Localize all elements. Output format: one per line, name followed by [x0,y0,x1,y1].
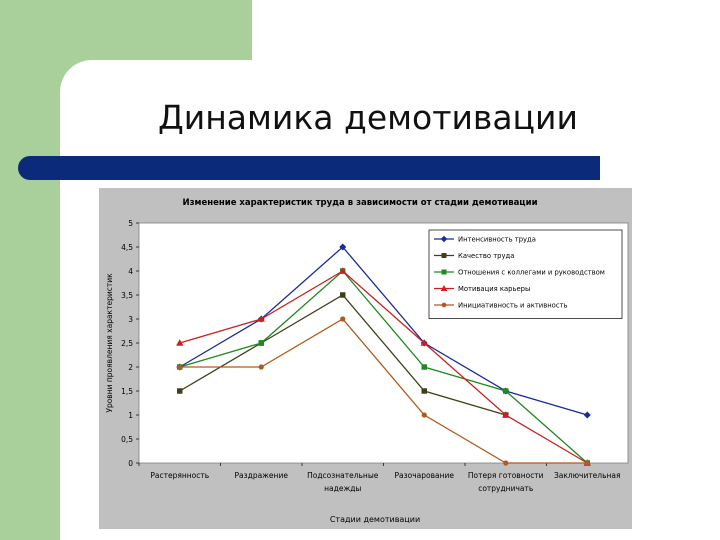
data-point-marker [177,364,183,370]
x-tick-label: Раздражение [235,471,289,480]
data-point-marker [177,388,183,394]
legend-label: Мотивация карьеры [458,285,530,293]
x-tick-label: Растерянность [150,471,209,480]
legend-box [428,229,623,319]
chart-container: Изменение характеристик труда в зависимо… [99,188,632,529]
y-tick-label: 5 [128,219,133,228]
x-tick-label: Заключительная [554,471,621,480]
data-point-marker [441,302,447,308]
data-point-marker [420,339,428,346]
y-tick-label: 2,5 [121,339,133,348]
data-point-marker [421,364,427,370]
data-point-marker [441,253,447,258]
data-point-marker [176,339,184,346]
series-4 [176,267,591,466]
y-tick-label: 1 [128,411,133,420]
data-point-marker [440,235,448,243]
x-tick-label: Разочарование [395,471,455,480]
legend-label: Инициативность и активность [458,302,568,310]
slide-title: Динамика демотивации [158,98,578,137]
data-point-marker [503,388,509,394]
series-line [179,270,588,464]
y-tick-label: 3,5 [121,291,133,300]
data-point-marker [503,460,509,466]
data-point-marker [440,284,448,291]
y-tick-label: 0,5 [121,435,133,444]
y-tick-label: 4 [128,267,133,276]
data-point-marker [339,243,347,251]
y-tick-label: 1,5 [121,387,133,396]
data-point-marker [340,316,346,322]
title-underline-bar [18,156,600,180]
data-point-marker [502,411,510,418]
data-point-marker [340,292,346,298]
data-point-marker [584,460,590,466]
data-point-marker [257,315,265,322]
data-point-marker [421,412,427,418]
chart-title: Изменение характеристик труда в зависимо… [182,198,537,208]
y-tick-label: 3 [128,315,133,324]
y-tick-label: 4,5 [121,243,133,252]
y-tick-label: 0 [128,459,133,468]
data-point-marker [258,364,264,370]
x-tick-label: Подсознательные надежды [307,471,379,493]
series-line [179,318,588,464]
x-tick-label: Потеря готовности сотрудничать [468,471,544,493]
chart-legend: Интенсивность труда Качество труда Отношен… [428,229,623,319]
data-point-marker [339,267,347,274]
y-tick-label: 2 [128,363,133,372]
line-chart: Изменение характеристик труда в зависимо… [99,188,632,529]
data-point-marker [583,411,591,419]
data-point-marker [421,388,427,394]
legend-label: Качество труда [458,252,514,260]
series-line [179,246,588,416]
x-axis-ticks: Растерянность Раздражение Подсознательные н… [138,463,621,493]
data-point-marker [441,269,447,275]
series-layer [176,243,591,466]
x-axis-label: Стадии демотивации [330,515,420,524]
series-5 [177,316,590,466]
legend-label: Интенсивность труда [458,236,536,244]
y-axis-ticks: 0 0,5 1 1,5 2 2,5 3 3,5 4 4,5 5 [121,219,139,468]
legend-label: Отношения с коллегами и руководством [458,269,605,277]
y-axis-label: Уровни проявления характеристик [105,273,114,413]
data-point-marker [258,340,264,346]
series-line [179,270,588,464]
